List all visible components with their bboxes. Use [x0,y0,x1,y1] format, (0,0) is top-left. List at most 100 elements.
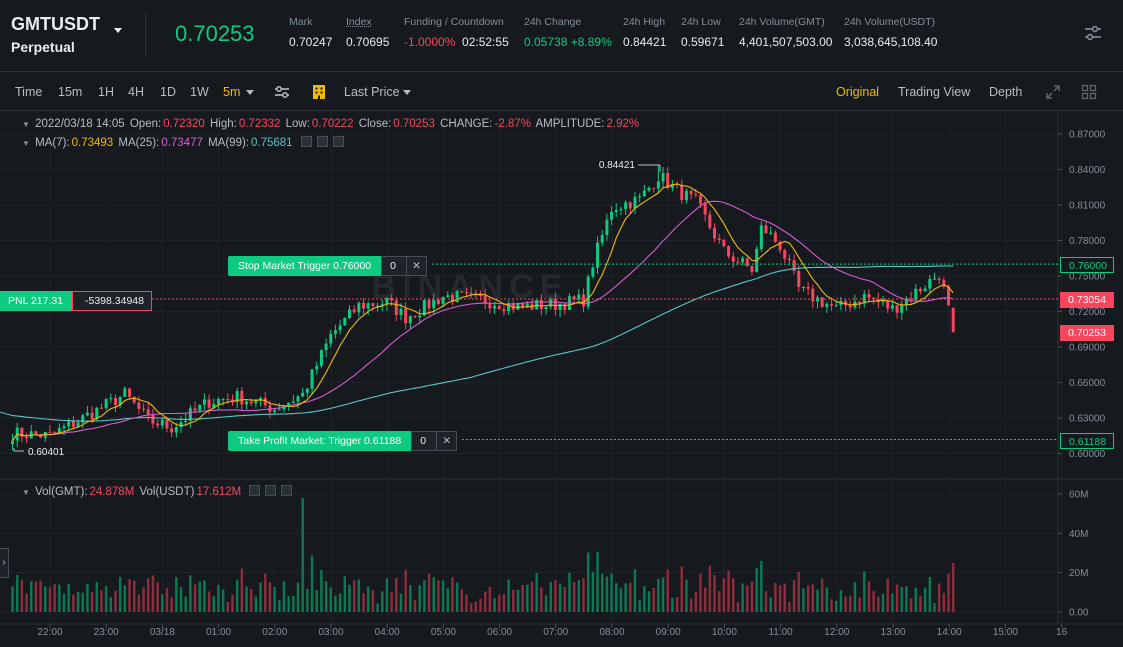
volume-bar [572,582,576,612]
candle-body [432,299,436,309]
low-annotation: 0.60401 [13,447,65,458]
interval-4h[interactable]: 4H [128,85,144,99]
candle-body [801,286,805,288]
price-type-dropdown-icon[interactable] [403,90,411,95]
volume-bar [437,580,440,612]
volume-bar [909,598,913,612]
volume-bar [95,582,98,612]
fullscreen-icon[interactable] [1045,84,1061,100]
expand-panel-icon[interactable]: › [0,548,9,578]
gear-icon[interactable] [316,136,328,147]
volume-bar [671,597,674,612]
position-pnl-tag[interactable]: PNL 217.31 -5398.34948 [0,291,152,311]
candle-body [385,297,389,305]
interval-time[interactable]: Time [15,85,43,99]
view-tradingview-tab[interactable]: Trading View [898,85,971,99]
volume-bar [451,577,454,612]
sliders-icon[interactable] [1085,26,1101,40]
ohlc-legend: ▼ 2022/03/18 14:05 Open: 0.72320 High: 0.7… [22,118,640,130]
low-label: 24h Low [681,16,721,28]
volume-bar [34,581,38,612]
symbol-name[interactable]: GMTUSDT [11,14,100,34]
chart-area[interactable]: BINANCE 0.87000 0.84000 0.81000 0.78000 0.75… [0,112,1123,647]
candle-body [20,427,24,437]
cancel-tp-order-icon[interactable]: ✕ [437,431,458,451]
candle-body [624,202,628,209]
interval-5m-selected[interactable]: 5m [223,85,241,99]
volume-bar [558,583,562,612]
volume-bar [764,591,768,612]
collapse-icon[interactable]: ▼ [22,139,30,148]
candlestick-chart[interactable]: BINANCE 0.870000.840000.810000.780000.75… [0,112,1123,647]
volume-bar [512,589,515,612]
candle-body [708,214,712,228]
volume-bar [381,591,384,612]
volume-bar [217,584,220,612]
collapse-icon[interactable]: ▼ [22,488,30,497]
volume-bar [357,579,361,612]
volume-bar [100,590,103,612]
index-price-stat[interactable]: Index 0.70695 [346,16,389,49]
volume-bar [493,598,496,612]
layout-grid-icon[interactable] [1081,84,1097,100]
volume-bar [81,592,84,612]
volume-bar [732,578,735,612]
time-tick-label: 09:00 [656,627,681,638]
volume-bar [774,582,777,612]
candle-body [581,294,585,307]
candle-body [310,369,314,389]
volume-bar [137,594,141,612]
volume-usdt-stat: 24h Volume(USDT) 3,038,645,108.40 [844,16,937,49]
hide-icon[interactable] [249,485,261,496]
volume-bar [816,589,819,612]
candle-body [488,303,492,309]
close-icon[interactable] [281,485,293,496]
candle-body [890,305,894,309]
candle-body [399,308,403,316]
volume-bar [179,587,183,612]
collapse-icon[interactable]: ▼ [22,120,30,129]
interval-1w[interactable]: 1W [190,85,209,99]
symbol-dropdown-icon[interactable] [114,28,122,33]
interval-15m[interactable]: 15m [58,85,83,99]
volume-bar [563,586,566,612]
candle-body [937,278,941,281]
interval-1h[interactable]: 1H [98,85,114,99]
candle-body [198,404,202,411]
interval-dropdown-icon[interactable] [246,90,254,95]
candle-body [464,292,468,294]
volume-bar [479,598,482,612]
volume-bar [324,581,328,612]
index-label[interactable]: Index [346,16,372,28]
volume-bar [376,603,379,612]
candle-body [319,350,323,366]
volume-bar [390,591,393,612]
volume-bar [516,589,520,612]
candle-body [179,422,183,428]
volume-bar [586,552,590,612]
building-icon[interactable] [311,84,327,100]
ma7-value: 0.73493 [71,137,114,149]
candle-body [586,276,590,307]
take-profit-order-tag[interactable]: Take Profit Market: Trigger 0.61188 0 ✕ [228,431,458,451]
close-icon[interactable] [332,136,344,147]
hide-icon[interactable] [300,136,312,147]
gear-icon[interactable] [265,485,277,496]
cancel-stop-order-icon[interactable]: ✕ [407,256,428,276]
volume-bar [371,590,375,612]
view-original-tab[interactable]: Original [836,85,880,99]
stop-market-label[interactable]: Stop Market Trigger 0.76000 [228,256,382,276]
candle-body [408,316,412,324]
candle-body [591,267,595,277]
stop-market-order-tag[interactable]: Stop Market Trigger 0.76000 0 ✕ [228,256,428,276]
interval-1d[interactable]: 1D [160,85,176,99]
candle-body [638,196,642,198]
indicator-settings-icon[interactable] [274,84,290,100]
volume-bar [282,581,286,612]
candle-body [619,208,623,211]
view-depth-tab[interactable]: Depth [989,85,1023,99]
take-profit-label[interactable]: Take Profit Market: Trigger 0.61188 [228,431,412,451]
candle-body [118,396,122,406]
volume-bar [165,587,169,612]
price-type-select[interactable]: Last Price [344,85,400,99]
